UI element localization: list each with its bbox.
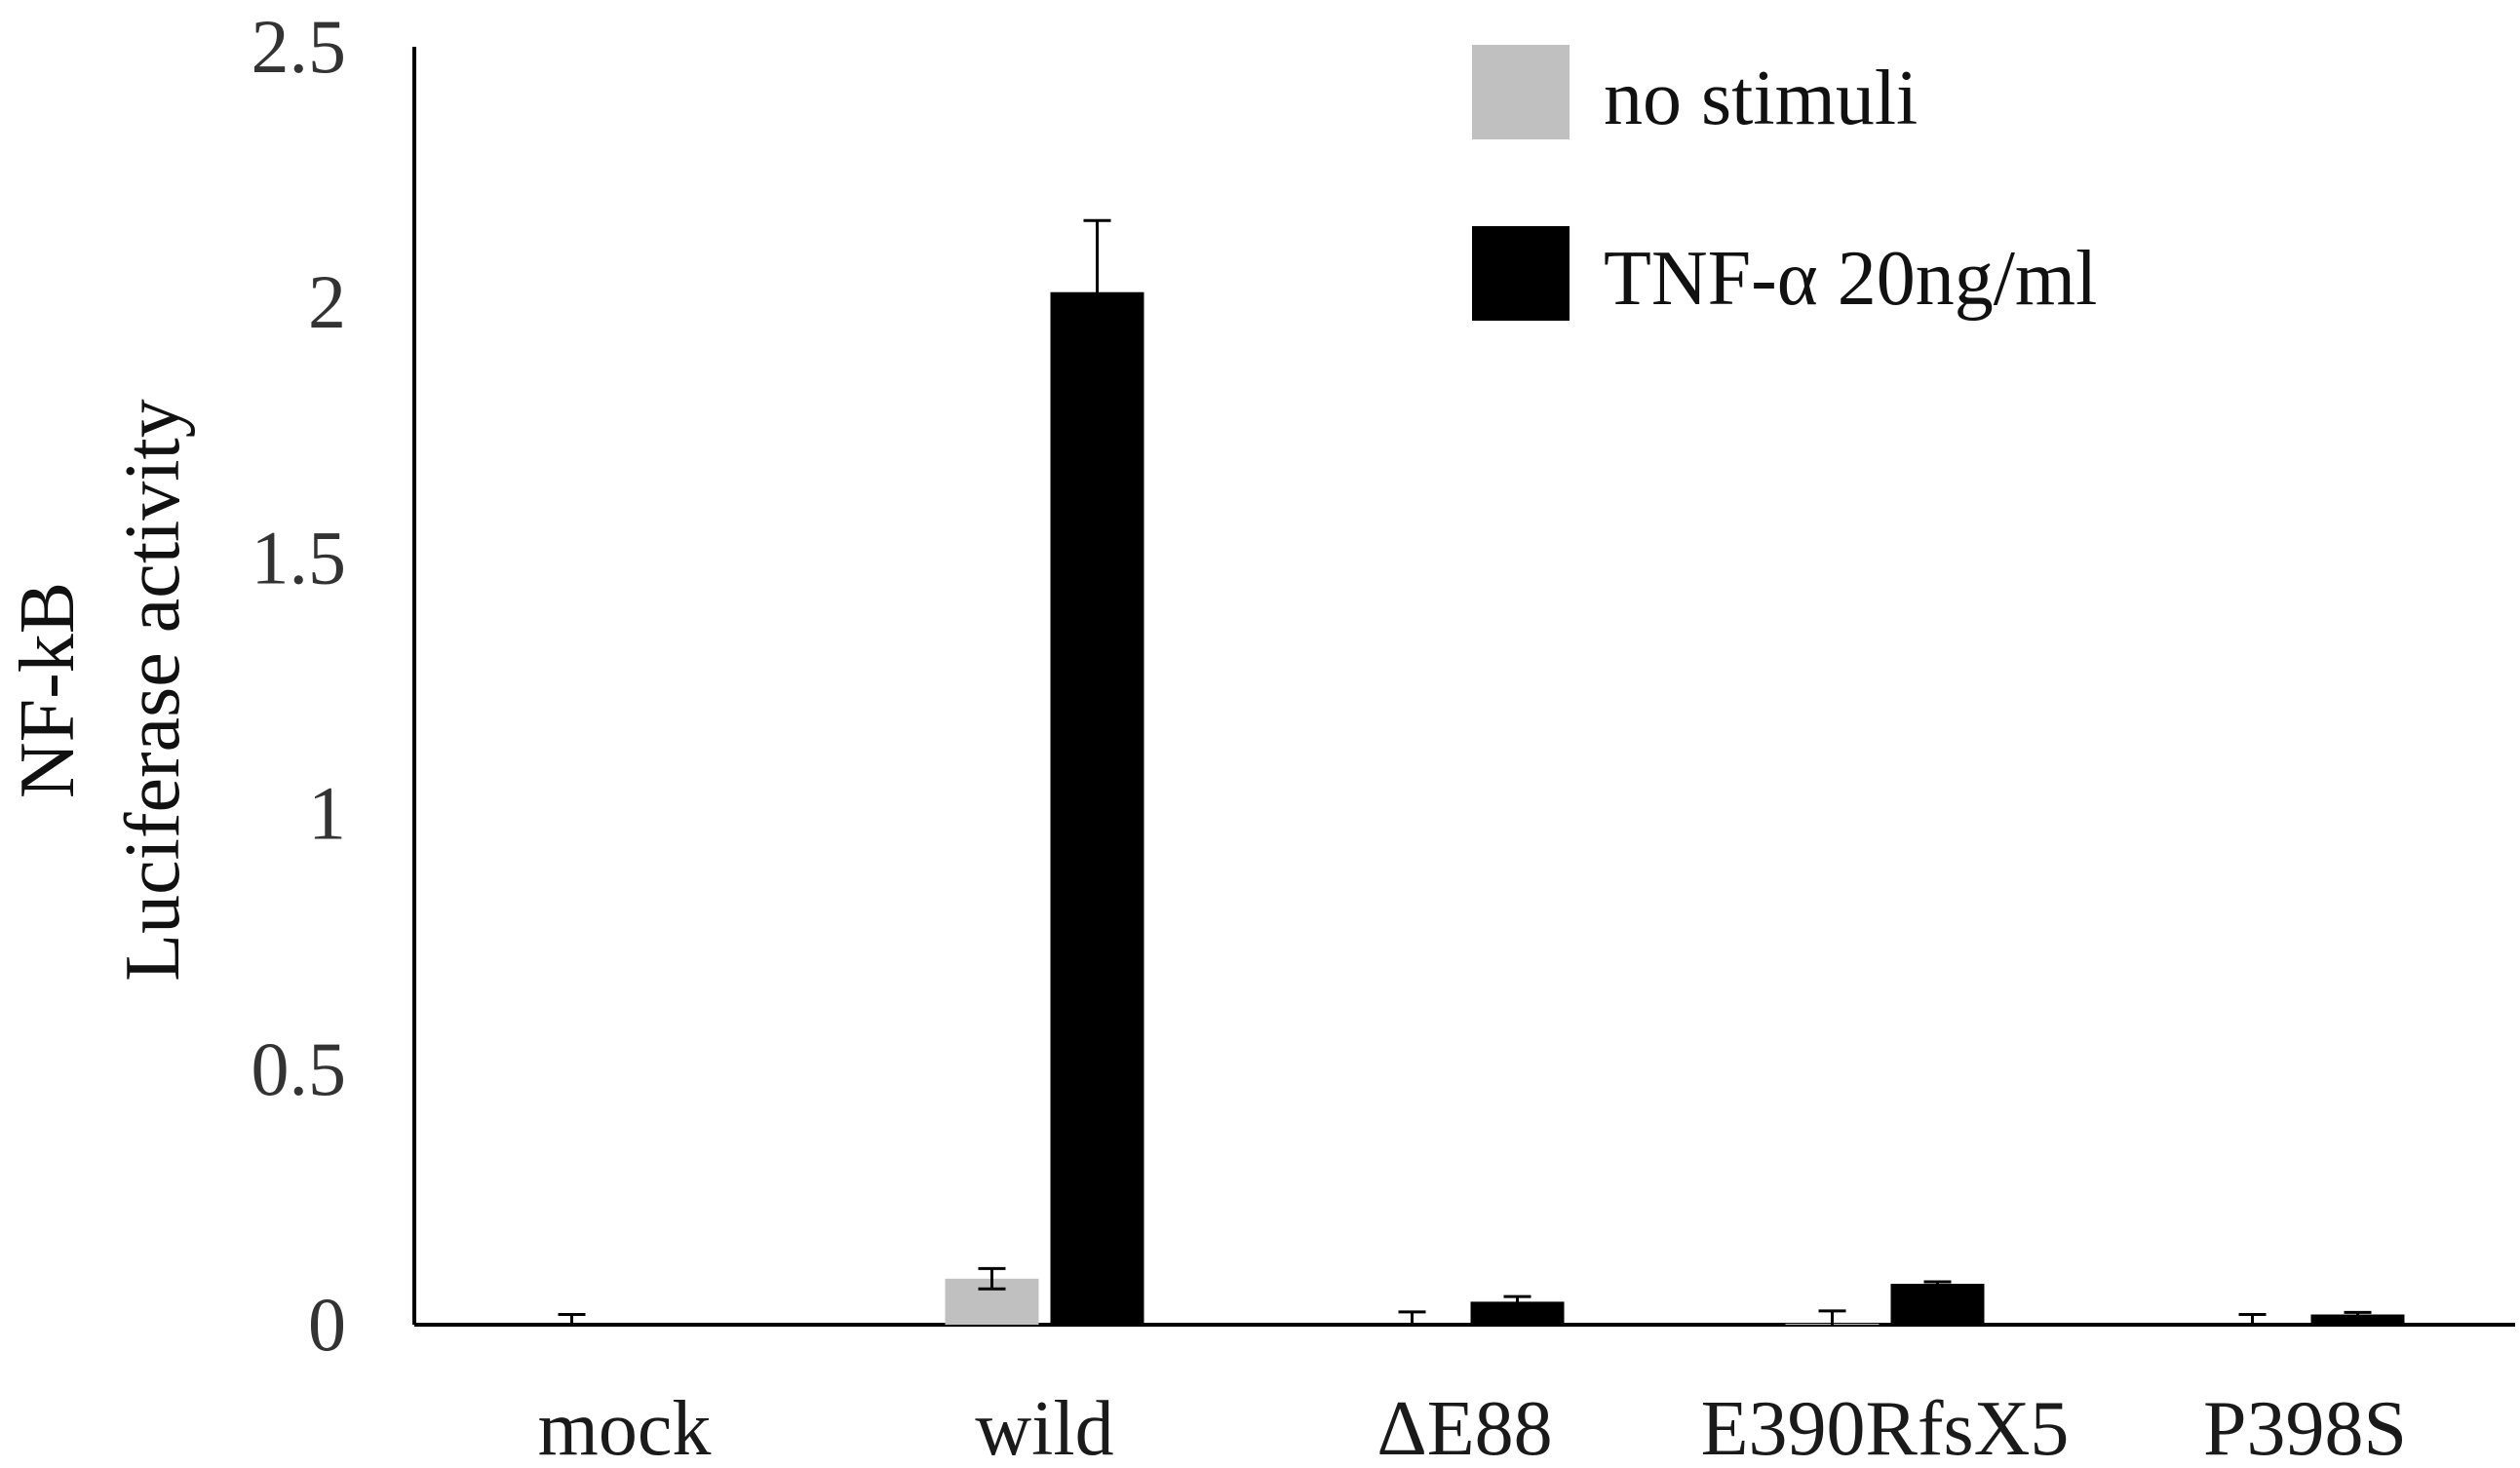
error-bar-tnf-4 [2344, 1310, 2372, 1319]
error-bar-no-stimuli-0 [558, 1313, 586, 1325]
y-tick-label: 1.5 [252, 515, 347, 599]
error-bar-no-stimuli-2 [1398, 1310, 1426, 1325]
y-axis-title-line1: NF-kB [5, 582, 91, 798]
bar-tnf-4 [2310, 1314, 2405, 1325]
x-category-label: ΔE88 [1376, 1386, 1552, 1468]
error-bar-no-stimuli-1 [978, 1266, 1006, 1291]
bar-marks [945, 291, 2405, 1325]
bar-tnf-3 [1890, 1284, 1985, 1325]
x-category-label: P398S [2203, 1386, 2407, 1468]
y-tick-labels: 0 0.5 1 1.5 2 2.5 [252, 4, 347, 1367]
y-axis-title: NF-kB Luciferase activity [5, 399, 196, 981]
y-tick-label: 2 [308, 259, 346, 344]
bar-tnf-2 [1470, 1301, 1565, 1325]
y-axis-title-line2: Luciferase activity [110, 399, 196, 981]
legend-swatch-no-stimuli [1472, 45, 1570, 139]
legend-label-no-stimuli: no stimuli [1604, 56, 1918, 141]
plot-area: 0 0.5 1 1.5 2 2.5 mock wild ΔE88 E390RfsX5 P398S [252, 4, 2515, 1468]
x-category-labels: mock wild ΔE88 E390RfsX5 P398S [538, 1386, 2407, 1468]
y-tick-label: 0 [308, 1282, 346, 1367]
legend: no stimuli TNF-α 20ng/ml [1472, 45, 2097, 322]
bar-tnf-1 [1050, 291, 1144, 1325]
error-bar-tnf-3 [1923, 1280, 1952, 1288]
y-tick-label: 1 [308, 771, 346, 856]
x-category-label: E390RfsX5 [1701, 1386, 2070, 1468]
y-tick-label: 0.5 [252, 1026, 347, 1111]
error-bar-no-stimuli-3 [1818, 1309, 1846, 1325]
x-category-label: mock [538, 1386, 712, 1468]
error-bars [558, 218, 2372, 1325]
error-bar-tnf-2 [1503, 1294, 1531, 1309]
error-bar-no-stimuli-4 [2238, 1313, 2267, 1325]
x-category-label: wild [975, 1386, 1113, 1468]
legend-label-tnf: TNF-α 20ng/ml [1604, 236, 2097, 322]
legend-swatch-tnf [1472, 226, 1570, 321]
y-tick-label: 2.5 [252, 4, 347, 89]
error-bar-tnf-1 [1083, 218, 1111, 366]
